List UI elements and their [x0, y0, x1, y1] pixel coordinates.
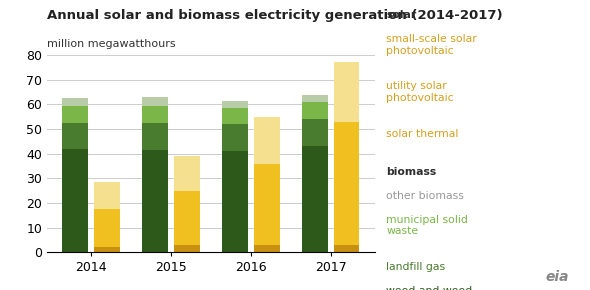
Text: small-scale solar
photovoltaic: small-scale solar photovoltaic	[386, 34, 477, 55]
Text: eia: eia	[546, 270, 569, 284]
Bar	[63, 98, 88, 106]
Text: other biomass: other biomass	[386, 191, 464, 201]
Bar	[142, 106, 168, 123]
Bar	[334, 122, 359, 245]
Text: biomass: biomass	[386, 167, 437, 177]
Bar	[334, 245, 359, 252]
Bar	[254, 117, 280, 164]
Bar	[174, 191, 200, 245]
Bar	[302, 119, 327, 146]
Text: solar thermal: solar thermal	[386, 129, 459, 139]
Bar	[63, 149, 88, 252]
Bar	[302, 95, 327, 102]
Bar	[142, 123, 168, 150]
Text: landfill gas: landfill gas	[386, 262, 445, 272]
Text: million megawatthours: million megawatthours	[47, 39, 176, 49]
Bar	[254, 164, 280, 245]
Text: Annual solar and biomass electricity generation (2014-2017): Annual solar and biomass electricity gen…	[47, 9, 503, 22]
Bar	[142, 97, 168, 106]
Bar	[174, 156, 200, 191]
Bar	[142, 150, 168, 252]
Bar	[63, 123, 88, 149]
Bar	[222, 124, 248, 151]
Text: municipal solid
waste: municipal solid waste	[386, 215, 468, 236]
Bar	[94, 182, 120, 209]
Bar	[94, 247, 120, 252]
Bar	[302, 102, 327, 119]
Bar	[94, 209, 120, 247]
Bar	[63, 106, 88, 123]
Bar	[222, 101, 248, 108]
Text: solar: solar	[386, 10, 417, 20]
Bar	[302, 146, 327, 252]
Bar	[222, 108, 248, 124]
Bar	[222, 151, 248, 252]
Text: utility solar
photovoltaic: utility solar photovoltaic	[386, 81, 454, 103]
Bar	[174, 245, 200, 252]
Text: wood and wood-
derived fuels: wood and wood- derived fuels	[386, 286, 477, 290]
Bar	[334, 63, 359, 122]
Bar	[254, 245, 280, 252]
